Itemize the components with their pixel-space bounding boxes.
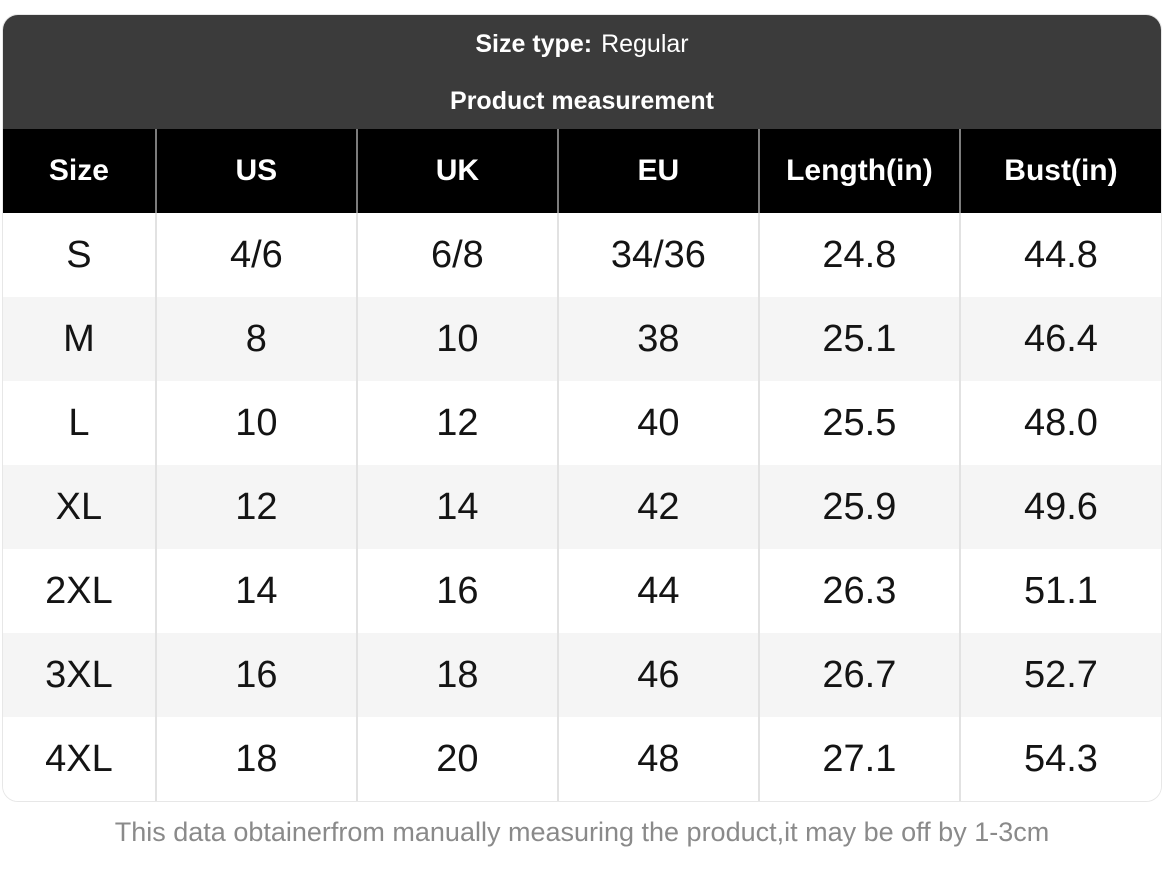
table-cell: 25.9 <box>757 465 960 549</box>
table-cell: 46.4 <box>958 297 1161 381</box>
table-cell: 3XL <box>3 633 156 717</box>
table-cell: 10 <box>154 381 357 465</box>
size-chart-panel: Size type: Regular Product measurement Si… <box>2 14 1162 802</box>
column-header: UK <box>355 129 558 213</box>
table-row: S 4/6 6/8 34/36 24.8 44.8 <box>3 213 1161 297</box>
size-chart-page: Size type: Regular Product measurement Si… <box>0 14 1164 882</box>
table-row: 4XL 18 20 48 27.1 54.3 <box>3 717 1161 801</box>
table-cell: 14 <box>154 549 357 633</box>
table-cell: 16 <box>154 633 357 717</box>
table-cell: 54.3 <box>958 717 1161 801</box>
table-cell: 42 <box>556 465 759 549</box>
size-type-label: Size type: <box>475 30 593 58</box>
table-cell: 44.8 <box>958 213 1161 297</box>
table-cell: 38 <box>556 297 759 381</box>
table-row: M 8 10 38 25.1 46.4 <box>3 297 1161 381</box>
table-row: L 10 12 40 25.5 48.0 <box>3 381 1161 465</box>
table-cell: 52.7 <box>958 633 1161 717</box>
table-cell: XL <box>3 465 156 549</box>
table-cell: 27.1 <box>757 717 960 801</box>
table-cell: 34/36 <box>556 213 759 297</box>
column-header: Size <box>3 129 156 213</box>
table-cell: 26.7 <box>757 633 960 717</box>
table-cell: 46 <box>556 633 759 717</box>
table-cell: 25.5 <box>757 381 960 465</box>
size-type-value: Regular <box>601 30 689 58</box>
table-cell: 10 <box>355 297 558 381</box>
table-cell: 14 <box>355 465 558 549</box>
table-cell: 12 <box>355 381 558 465</box>
table-cell: 48.0 <box>958 381 1161 465</box>
table-cell: 18 <box>355 633 558 717</box>
table-cell: 44 <box>556 549 759 633</box>
measurement-disclaimer: This data obtainerfrom manually measurin… <box>114 817 1050 847</box>
table-cell: 12 <box>154 465 357 549</box>
table-cell: 8 <box>154 297 357 381</box>
table-cell: 2XL <box>3 549 156 633</box>
title-bar: Size type: Regular Product measurement <box>3 15 1161 129</box>
table-row: XL 12 14 42 25.9 49.6 <box>3 465 1161 549</box>
table-cell: 18 <box>154 717 357 801</box>
column-header: US <box>154 129 357 213</box>
column-header: Bust(in) <box>958 129 1161 213</box>
table-cell: M <box>3 297 156 381</box>
table-row: 3XL 16 18 46 26.7 52.7 <box>3 633 1161 717</box>
table-head: Size US UK EU Length(in) Bust(in) <box>3 129 1161 213</box>
table-body: S 4/6 6/8 34/36 24.8 44.8 M 8 10 38 25.1 46.4 L 10 12 4… <box>3 213 1161 801</box>
size-type-line: Size type: Regular <box>475 29 688 59</box>
column-header: EU <box>556 129 759 213</box>
table-cell: 16 <box>355 549 558 633</box>
table-header-row: Size US UK EU Length(in) Bust(in) <box>3 129 1161 213</box>
table-cell: 20 <box>355 717 558 801</box>
table-cell: S <box>3 213 156 297</box>
table-cell: 4XL <box>3 717 156 801</box>
column-header: Length(in) <box>757 129 960 213</box>
table-cell: 40 <box>556 381 759 465</box>
table-cell: L <box>3 381 156 465</box>
table-cell: 26.3 <box>757 549 960 633</box>
table-cell: 24.8 <box>757 213 960 297</box>
table-cell: 6/8 <box>355 213 558 297</box>
table-cell: 4/6 <box>154 213 357 297</box>
product-measurement-title: Product measurement <box>450 87 714 115</box>
table-cell: 25.1 <box>757 297 960 381</box>
table-cell: 51.1 <box>958 549 1161 633</box>
table-row: 2XL 14 16 44 26.3 51.1 <box>3 549 1161 633</box>
table-cell: 48 <box>556 717 759 801</box>
size-table: Size US UK EU Length(in) Bust(in) S 4/6 6/8 34/3… <box>3 129 1161 801</box>
table-cell: 49.6 <box>958 465 1161 549</box>
